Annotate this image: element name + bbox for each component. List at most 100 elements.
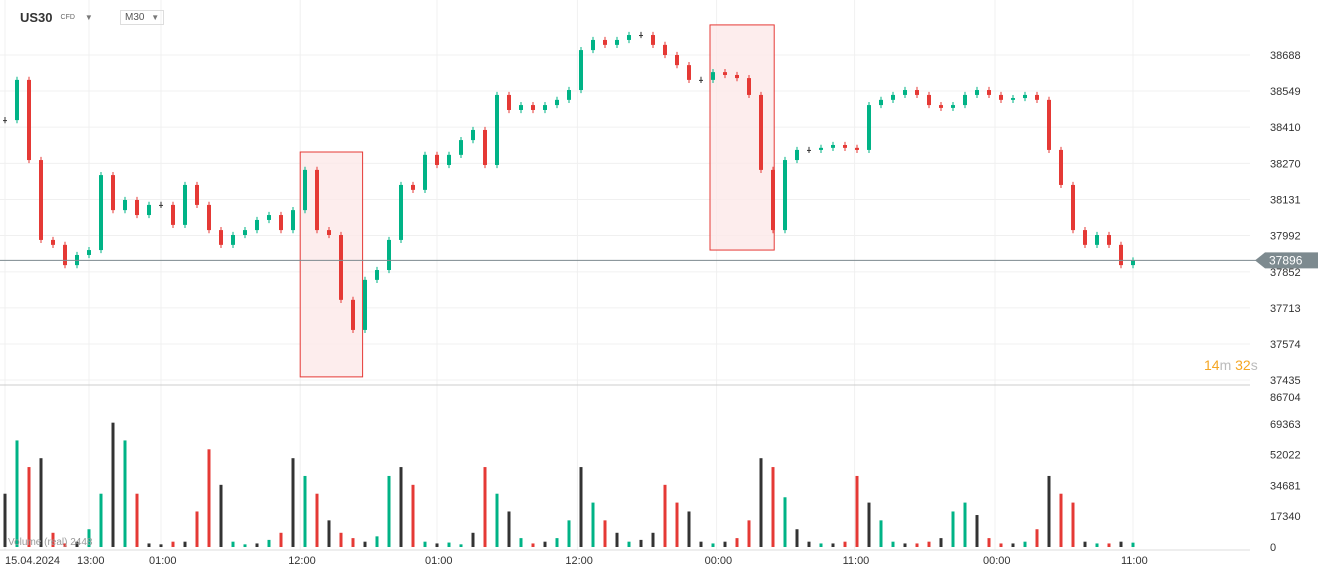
candle-body [231,235,235,245]
volume-bar [771,467,775,547]
volume-bar [891,541,895,547]
volume-bar [651,532,655,547]
candle-body [651,35,655,45]
candle-body [603,39,607,45]
volume-bar [447,542,451,547]
volume-bar [111,422,115,547]
volume-bar [807,541,811,547]
volume-bar [459,544,463,547]
candle-body [639,35,643,37]
candle-body [819,147,823,150]
symbol-name: US30 [20,10,53,25]
volume-bar [1011,543,1015,547]
candle-body [195,184,199,205]
volume-legend: Volume (real) 2448 [8,537,93,548]
y-tick-label: 37852 [1270,267,1301,279]
volume-bar [963,502,967,547]
candle-body [963,94,967,106]
volume-bar [63,543,67,547]
volume-bar [939,538,943,547]
volume-tick-label: 52022 [1270,450,1301,462]
symbol-selector[interactable]: US30 CFD ▼ [20,10,93,25]
candle-body [591,39,595,51]
highlight-box [299,151,364,378]
candle-body [219,230,223,245]
candle-body [1131,260,1135,266]
volume-bar [279,532,283,547]
timer-s: s [1250,357,1258,373]
candle-body [243,230,247,236]
y-tick-label: 38549 [1270,86,1301,98]
candle-body [159,204,163,206]
candle-body [723,72,727,75]
timeframe-label: M30 [125,12,145,23]
volume-bar [1059,493,1063,547]
candle-body [831,145,835,148]
candle-body [51,239,55,245]
y-tick-label: 37992 [1270,231,1301,243]
volume-bar [783,497,787,547]
x-tick-label: 01:00 [425,555,453,567]
candle-body [999,94,1003,100]
volume-bar [1107,543,1111,547]
candle-body [975,90,979,95]
volume-bar [627,541,631,547]
volume-bar [699,541,703,547]
volume-tick-label: 34681 [1270,480,1301,492]
timer-m: m [1219,357,1232,373]
candle-body [447,154,451,165]
candle-body [627,35,631,40]
candle-body [483,129,487,165]
timeframe-selector[interactable]: M30 ▼ [120,10,165,25]
candle-body [399,184,403,240]
candle-body [423,154,427,190]
volume-bar [1095,543,1099,547]
current-price-tag [1255,252,1318,269]
volume-bar [591,502,595,547]
candle-body [867,105,871,150]
x-tick-label: 11:00 [1121,555,1148,567]
volume-bar [135,493,139,547]
candle-body [267,215,271,220]
volume-bar [927,541,931,547]
volume-tick-label: 0 [1270,542,1276,554]
candle-body [471,129,475,141]
volume-bar [915,543,919,547]
candle-body [339,235,343,300]
volume-bar [795,529,799,547]
volume-bar [819,543,823,547]
volume-bar [123,440,127,547]
candle-body [315,169,319,231]
candle-body [1119,244,1123,266]
volume-bar [579,467,583,547]
volume-tick-label: 17340 [1270,511,1301,523]
volume-bar [159,544,163,547]
volume-bar [87,529,91,547]
volume-bar [435,543,439,547]
candle-body [519,105,523,110]
candle-body [939,105,943,108]
x-tick-label: 11:00 [843,555,870,567]
timer-seconds: 32 [1235,357,1251,373]
y-tick-label: 37574 [1270,339,1301,351]
candle-body [687,65,691,80]
candle-body [663,44,667,55]
volume-bar [1071,502,1075,547]
candle-body [363,279,367,330]
candle-body [1047,99,1051,150]
volume-bar [219,484,223,547]
volume-bar [759,458,763,547]
x-tick-label: 12:00 [565,555,593,567]
candle-body [567,90,571,100]
candle-body [579,50,583,91]
volume-bar [231,541,235,547]
volume-bar [3,493,7,547]
candle-body [495,94,499,165]
volume-bar [399,467,403,547]
x-tick-label: 00:00 [705,555,733,567]
candle-body [99,175,103,251]
candle-body [711,72,715,80]
candle-body [531,105,535,110]
candle-body [147,204,151,216]
